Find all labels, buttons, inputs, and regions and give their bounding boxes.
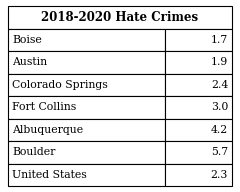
Bar [8,28,165,51]
Text: 2.3: 2.3 [211,170,228,180]
Text: Austin: Austin [12,57,47,67]
Bar [165,118,232,141]
Text: 4.2: 4.2 [211,125,228,135]
Bar [8,74,165,96]
Bar [165,51,232,74]
Text: 1.7: 1.7 [211,35,228,45]
Text: Albuquerque: Albuquerque [12,125,83,135]
Text: Boise: Boise [12,35,42,45]
Bar [165,28,232,51]
Text: 2018-2020 Hate Crimes: 2018-2020 Hate Crimes [42,11,198,24]
Text: 5.7: 5.7 [211,147,228,157]
Bar [8,164,165,186]
Bar [8,118,165,141]
Text: United States: United States [12,170,87,180]
Bar [8,6,232,28]
Bar [8,96,165,118]
Text: 1.9: 1.9 [211,57,228,67]
Bar [8,51,165,74]
Text: Fort Collins: Fort Collins [12,102,76,112]
Text: 3.0: 3.0 [211,102,228,112]
Bar [165,164,232,186]
Bar [165,74,232,96]
Bar [165,96,232,118]
Bar [8,141,165,164]
Text: Colorado Springs: Colorado Springs [12,80,108,90]
Bar [165,141,232,164]
Text: 2.4: 2.4 [211,80,228,90]
Text: Boulder: Boulder [12,147,55,157]
